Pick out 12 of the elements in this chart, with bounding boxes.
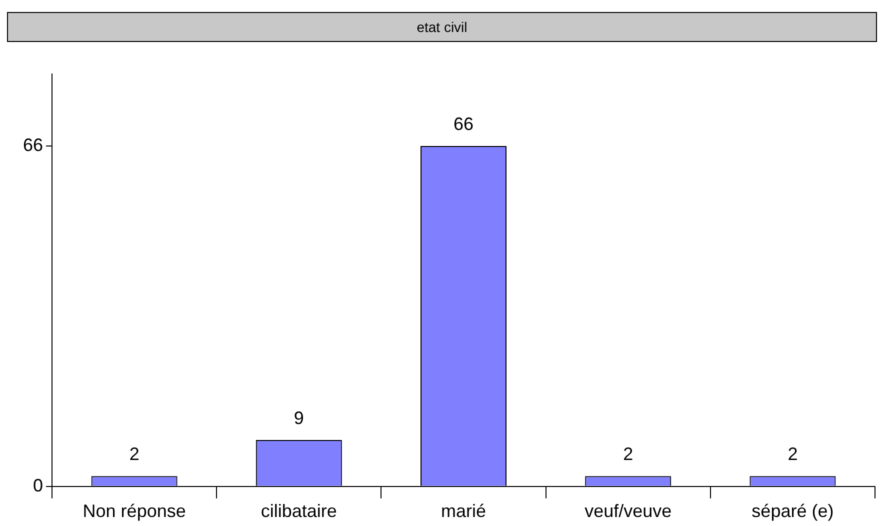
data-label: 2 — [129, 444, 140, 464]
data-label: 66 — [453, 114, 474, 134]
data-label: 9 — [294, 408, 304, 428]
y-tick-label: 0 — [33, 475, 44, 496]
x-tick-label: cilibataire — [260, 501, 337, 522]
x-tick-label: marié — [441, 501, 486, 522]
chart-title: etat civil — [7, 12, 877, 42]
x-tick-label: séparé (e) — [752, 501, 834, 522]
data-label: 2 — [788, 444, 798, 464]
data-label: 2 — [623, 444, 634, 464]
x-tick-label: veuf/veuve — [584, 501, 672, 522]
x-tick-label: Non réponse — [82, 501, 186, 522]
